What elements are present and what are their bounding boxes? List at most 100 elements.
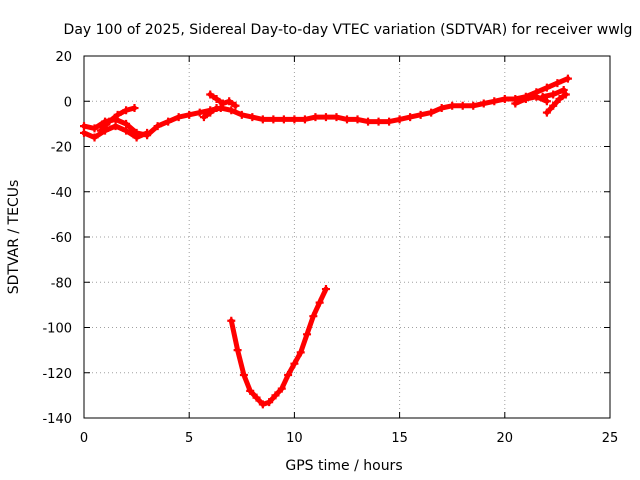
data-point — [309, 312, 318, 321]
data-point — [553, 79, 562, 88]
x-tick-label: 25 — [602, 431, 619, 446]
y-tick-label: 0 — [64, 95, 72, 110]
x-tick-label: 15 — [391, 431, 408, 446]
data-point — [206, 90, 215, 99]
data-point — [96, 126, 105, 135]
data-point — [132, 133, 141, 142]
series-wisp-6h — [206, 90, 240, 110]
data-point — [174, 113, 183, 122]
data-point — [364, 117, 373, 126]
data-point — [563, 74, 572, 83]
data-points — [80, 74, 572, 409]
data-point — [448, 101, 457, 110]
data-point — [246, 386, 255, 395]
data-point — [490, 97, 499, 106]
data-point — [252, 393, 261, 402]
x-axis-label: GPS time / hours — [285, 458, 402, 474]
data-point — [343, 115, 351, 124]
data-point — [395, 115, 404, 124]
data-point — [542, 108, 551, 117]
axis-ticks: 0 5 10 15 20 25 20 0 -20 -40 -60 -80 -100 -120 -140 — [42, 50, 618, 446]
series-dip-arc — [227, 285, 330, 409]
data-point — [549, 101, 558, 110]
data-point — [265, 398, 274, 407]
data-point — [212, 94, 221, 103]
data-point — [122, 106, 131, 115]
data-point — [122, 119, 131, 128]
plot-frame — [83, 55, 611, 419]
data-point — [153, 122, 162, 131]
y-tick-label: -120 — [42, 367, 72, 382]
series-wisp-6h-lower — [199, 104, 221, 122]
series-wisp-1h — [96, 104, 139, 135]
data-point — [284, 371, 293, 380]
data-point — [416, 110, 425, 119]
data-point — [105, 117, 114, 126]
data-point — [427, 108, 436, 117]
data-point — [231, 101, 240, 110]
data-point — [437, 104, 446, 113]
data-point — [385, 117, 394, 126]
data-point — [113, 110, 122, 119]
data-point — [227, 106, 236, 115]
data-point — [555, 94, 564, 103]
data-point — [185, 110, 194, 119]
data-point — [469, 101, 478, 110]
data-point — [195, 108, 204, 117]
data-point — [479, 99, 488, 108]
data-point — [559, 85, 568, 94]
data-point — [248, 113, 257, 122]
data-point — [406, 113, 415, 122]
data-point — [90, 133, 99, 142]
data-point — [277, 384, 286, 393]
data-point — [237, 110, 246, 119]
y-tick-label: 20 — [55, 50, 72, 65]
data-point — [258, 115, 267, 124]
data-point — [80, 122, 88, 131]
data-point — [332, 113, 341, 122]
data-point — [239, 371, 248, 380]
data-point — [290, 359, 299, 368]
data-point — [542, 83, 551, 92]
x-tick-label: 0 — [80, 431, 88, 446]
data-point — [311, 113, 320, 122]
series-wisp-22h — [542, 90, 570, 117]
y-axis-label: SDTVAR / TECUs — [6, 180, 22, 295]
data-point — [279, 115, 288, 124]
data-point — [303, 330, 312, 339]
data-point — [122, 126, 131, 135]
data-point — [321, 285, 330, 294]
y-tick-label: -60 — [51, 231, 72, 246]
data-point — [353, 115, 362, 124]
series-trace — [544, 92, 569, 116]
data-point — [199, 113, 208, 122]
y-tick-label: -20 — [51, 141, 72, 156]
y-tick-label: -80 — [51, 276, 72, 291]
series-wisp-22h-upper — [538, 85, 568, 101]
x-tick-label: 10 — [286, 431, 303, 446]
data-point — [227, 316, 236, 325]
data-point — [458, 101, 467, 110]
data-point — [130, 104, 139, 113]
data-point — [300, 115, 309, 124]
series-lower-band — [80, 122, 152, 142]
x-tick-label: 20 — [497, 431, 514, 446]
data-point — [315, 298, 324, 307]
data-point — [538, 92, 547, 101]
chart-title: Day 100 of 2025, Sidereal Day-to-day VTE… — [64, 22, 633, 38]
series-main-band — [80, 74, 572, 140]
data-point — [206, 108, 215, 117]
data-point — [90, 124, 99, 133]
data-point — [111, 122, 120, 131]
y-tick-label: -140 — [42, 412, 72, 427]
data-point — [269, 115, 278, 124]
data-point — [511, 99, 520, 108]
data-point — [374, 117, 383, 126]
x-tick-label: 5 — [185, 431, 193, 446]
data-point — [290, 115, 299, 124]
y-tick-label: -100 — [42, 322, 72, 337]
y-tick-label: -40 — [51, 186, 72, 201]
data-point — [271, 391, 280, 400]
data-point — [225, 97, 234, 106]
